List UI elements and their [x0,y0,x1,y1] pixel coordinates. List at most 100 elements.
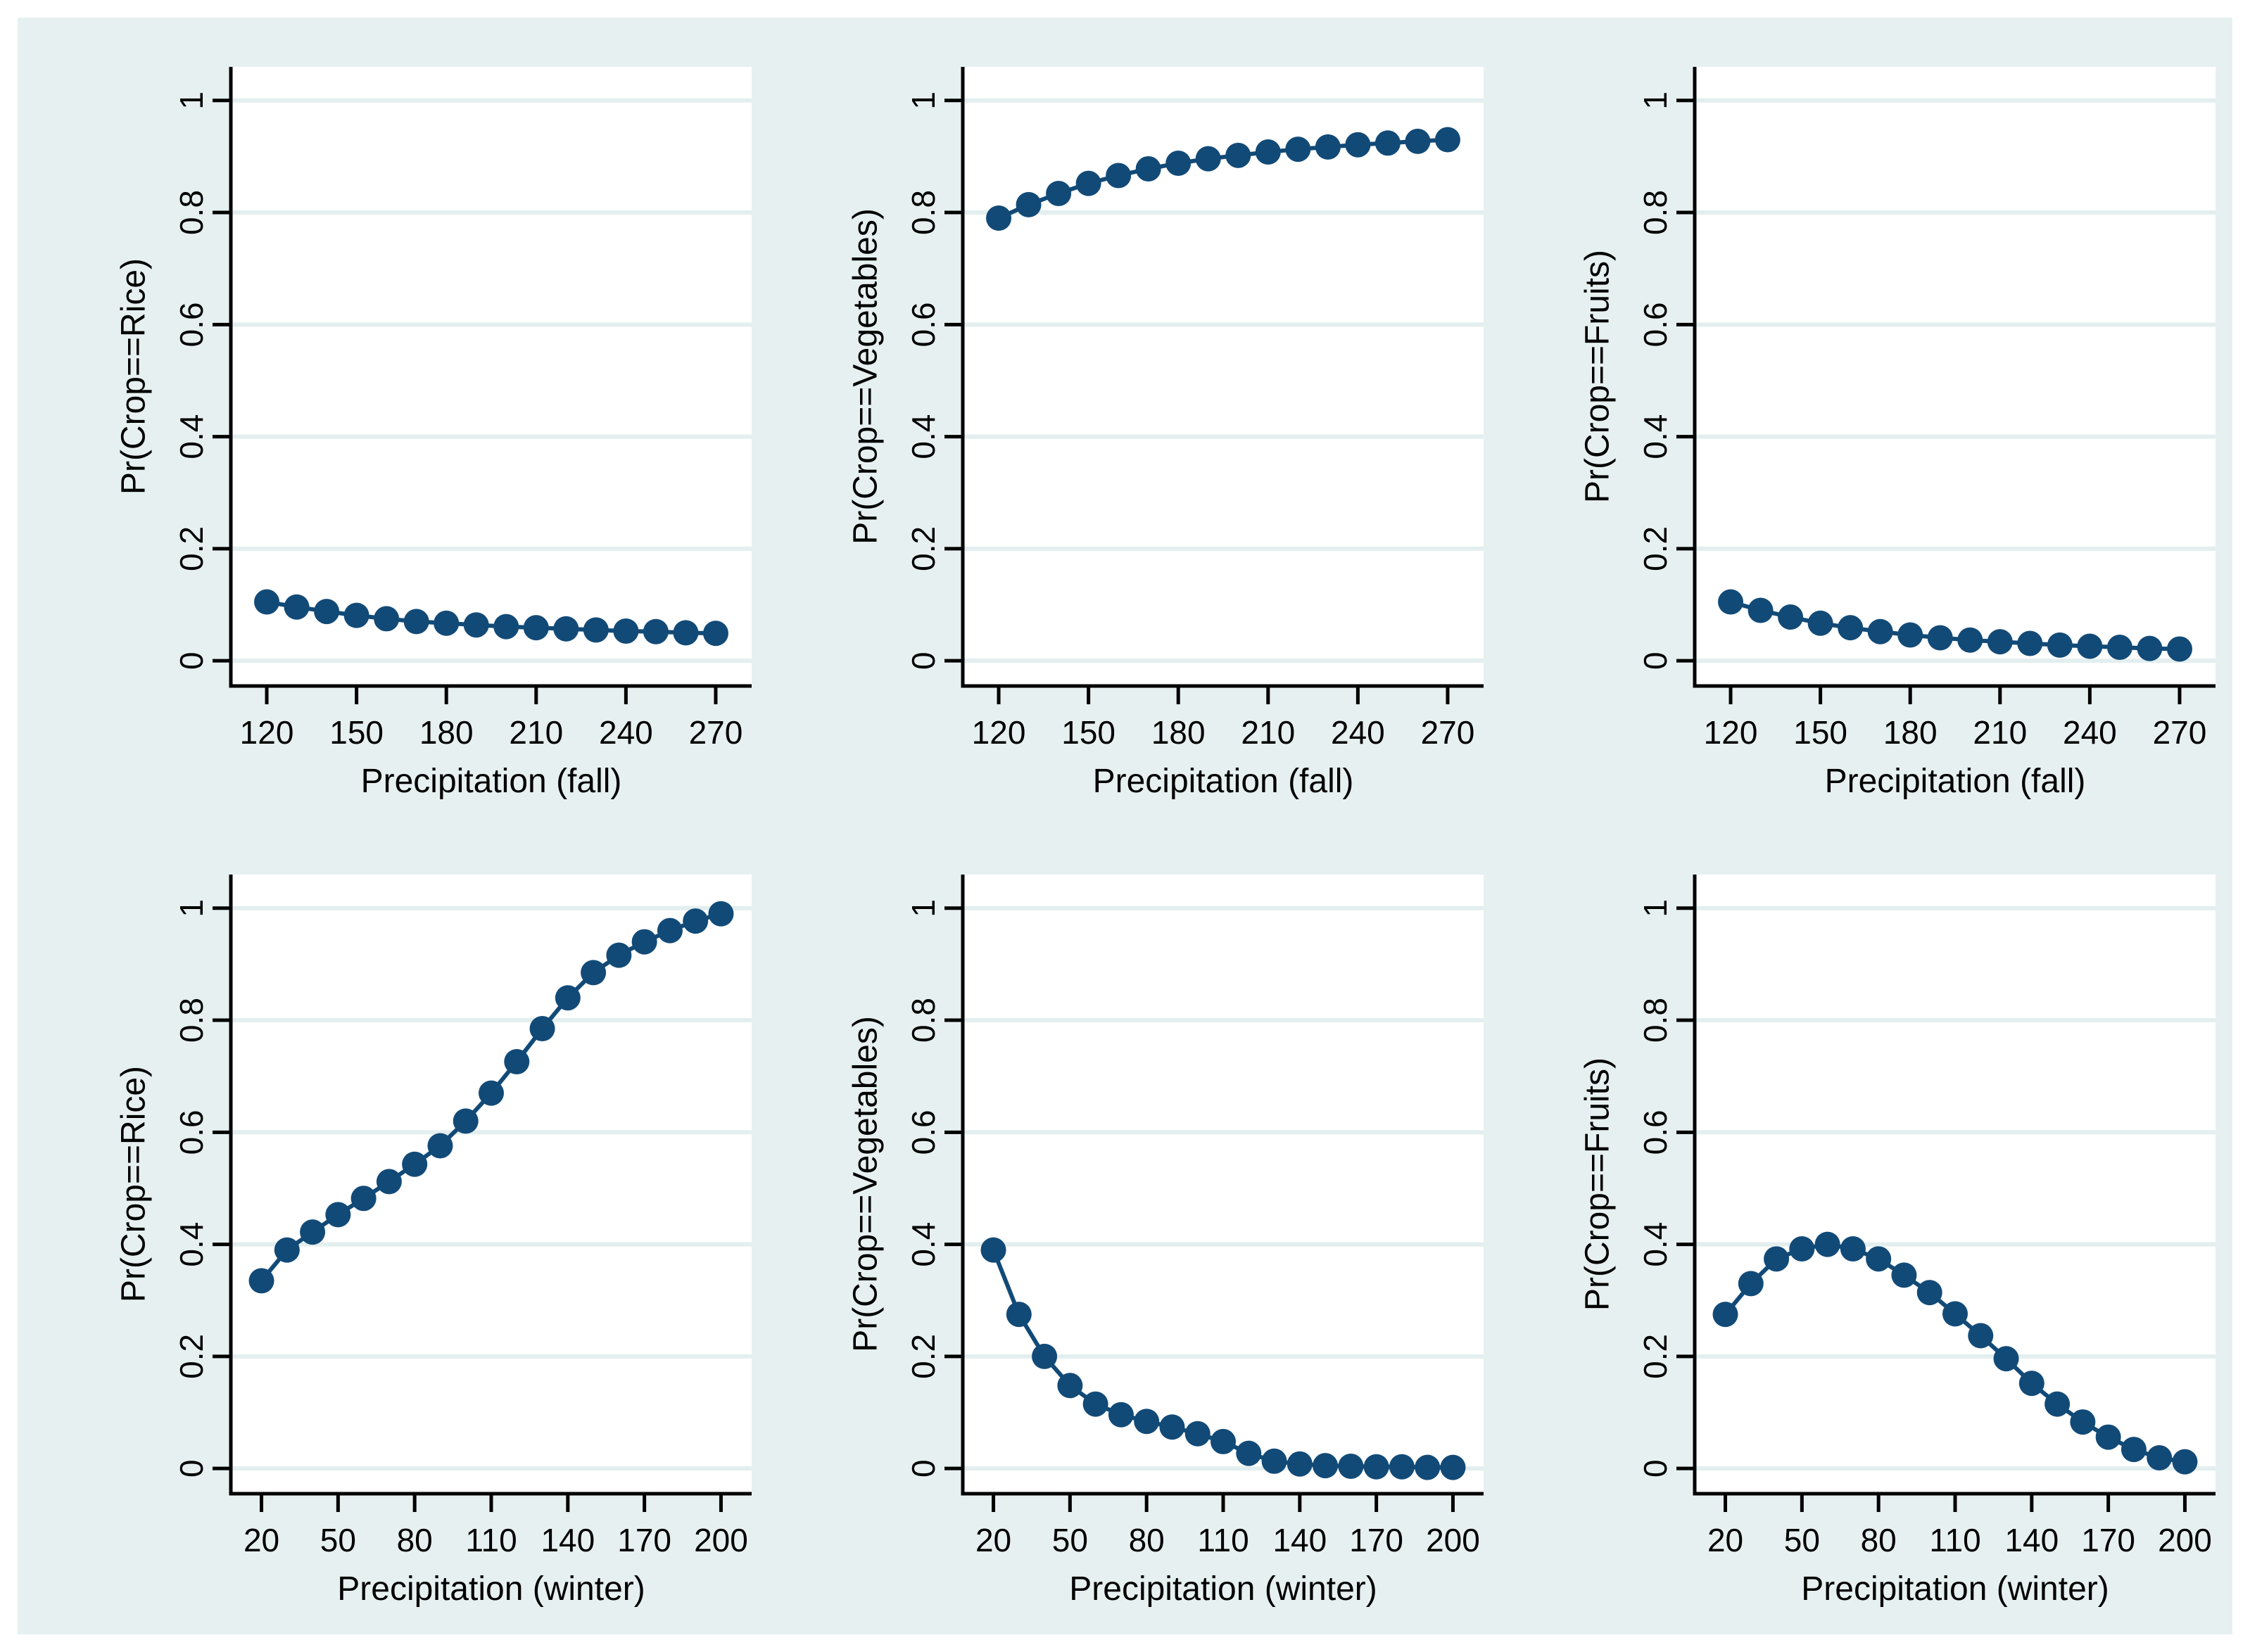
series-marker [463,612,489,638]
y-tick-label: 0.4 [173,414,210,459]
series-marker [1415,1454,1441,1480]
y-axis-title: Pr(Crop==Fruits) [1579,1057,1617,1311]
chart-rice-winter: 0 0.2 0.4 0.6 0.8 1 20 50 80 110 140 170 200 Pr(Crop=… [115,875,752,1608]
series-marker [657,917,683,943]
series-marker [248,1268,274,1294]
panel-grid: 0 0.2 0.4 0.6 0.8 1 120 150 180 210 240 270 Pr(Crop=… [18,18,2232,1634]
series-marker [1032,1343,1058,1369]
series-marker [1159,1414,1185,1440]
y-tick-label: 0.4 [905,1222,942,1267]
series-marker [1440,1454,1466,1480]
series-marker [453,1108,479,1134]
series-marker [1225,142,1251,168]
series-marker [673,620,699,646]
y-axis-title: Pr(Crop==Vegetables) [847,208,885,545]
series-marker [523,615,549,641]
plot-area [963,875,1484,1494]
series-marker [1374,130,1401,156]
y-tick-label: 0 [173,652,210,670]
series-marker [683,908,709,934]
y-tick-label: 0.4 [905,414,942,459]
series-marker [1968,1323,1994,1349]
y-tick-label: 1 [173,899,210,917]
series-marker [1747,597,1774,623]
series-marker [583,617,609,643]
x-tick-label: 50 [1784,1522,1820,1558]
y-tick-label: 0 [905,652,942,670]
x-tick-label: 110 [1929,1522,1980,1558]
series-marker [1778,604,1804,630]
x-tick-label: 50 [1052,1522,1088,1558]
series-marker [2017,630,2043,656]
y-tick-label: 0.2 [905,1334,942,1379]
x-tick-label: 150 [1793,714,1847,751]
y-axis-title: Pr(Crop==Vegetables) [847,1016,885,1352]
plot-area [1695,67,2216,686]
x-tick-label: 150 [1061,714,1115,751]
x-tick-label: 210 [509,714,563,751]
y-tick-label: 0.2 [1637,1334,1674,1379]
x-axis-title: Precipitation (fall) [1825,763,2086,800]
chart-vegetables-fall: 0 0.2 0.4 0.6 0.8 1 120 150 180 210 240 270 Pr(Crop=… [847,67,1484,800]
x-tick-label: 150 [329,714,384,751]
y-tick-label: 0 [905,1459,942,1478]
series-marker [343,602,369,628]
series-marker [300,1219,326,1245]
x-tick-label: 140 [2004,1522,2059,1558]
series-marker [254,589,280,615]
series-marker [1867,618,1893,644]
series-marker [980,1237,1006,1263]
series-marker [1313,1453,1339,1479]
x-tick-label: 210 [1973,714,2027,751]
y-tick-label: 0.6 [1637,1110,1674,1155]
panel-vegetables-winter: 0 0.2 0.4 0.6 0.8 1 20 50 80 110 140 170 200 Pr(Crop=… [759,836,1491,1624]
series-marker [1840,1235,1866,1262]
x-tick-label: 270 [689,714,743,751]
series-marker [1236,1440,1262,1466]
x-tick-label: 80 [1129,1522,1165,1558]
panel-fruits-fall: 0 0.2 0.4 0.6 0.8 1 120 150 180 210 240 270 Pr(Crop=… [1491,28,2223,816]
series-marker [1814,1231,1840,1257]
y-axis-title: Pr(Crop==Rice) [115,258,153,495]
x-tick-label: 80 [397,1522,433,1558]
x-tick-label: 110 [465,1522,517,1558]
series-marker [613,618,639,644]
series-marker [403,609,429,635]
series-marker [1338,1453,1364,1479]
y-tick-label: 0.2 [905,526,942,571]
x-axis-title: Precipitation (fall) [1093,763,1354,800]
series-marker [314,599,340,625]
series-marker [1789,1235,1815,1262]
series-marker [2172,1449,2198,1475]
series-marker [555,985,581,1011]
y-tick-label: 1 [1637,91,1674,110]
series-marker [1287,1451,1313,1477]
x-tick-label: 200 [2158,1522,2212,1558]
series-marker [1897,622,1923,648]
series-marker [1315,134,1341,160]
series-marker [1718,589,1744,615]
series-marker [529,1016,555,1042]
series-marker [643,618,669,644]
chart-vegetables-winter: 0 0.2 0.4 0.6 0.8 1 20 50 80 110 140 170 200 Pr(Crop=… [847,875,1484,1608]
figure-canvas: 0 0.2 0.4 0.6 0.8 1 120 150 180 210 240 270 Pr(Crop=… [18,18,2232,1634]
series-marker [402,1151,428,1177]
series-marker [1211,1428,1236,1454]
series-marker [1712,1302,1738,1328]
series-marker [1957,627,1983,653]
series-marker [1891,1262,1917,1288]
series-marker [1866,1246,1892,1272]
series-marker [1942,1301,1968,1327]
y-axis-title: Pr(Crop==Rice) [115,1066,153,1302]
panel-vegetables-fall: 0 0.2 0.4 0.6 0.8 1 120 150 180 210 240 270 Pr(Crop=… [759,28,1491,816]
x-tick-label: 20 [1707,1522,1743,1558]
panel-fruits-winter: 0 0.2 0.4 0.6 0.8 1 20 50 80 110 140 170 200 Pr(Crop=… [1491,836,2223,1624]
series-marker [1261,1448,1287,1474]
x-axis-title: Precipitation (fall) [361,763,622,800]
y-tick-label: 0.8 [1637,190,1674,235]
series-marker [1165,150,1192,176]
x-tick-label: 240 [2063,714,2117,751]
x-tick-label: 120 [1704,714,1758,751]
y-tick-label: 0.4 [1637,414,1674,459]
series-marker [2070,1409,2096,1435]
